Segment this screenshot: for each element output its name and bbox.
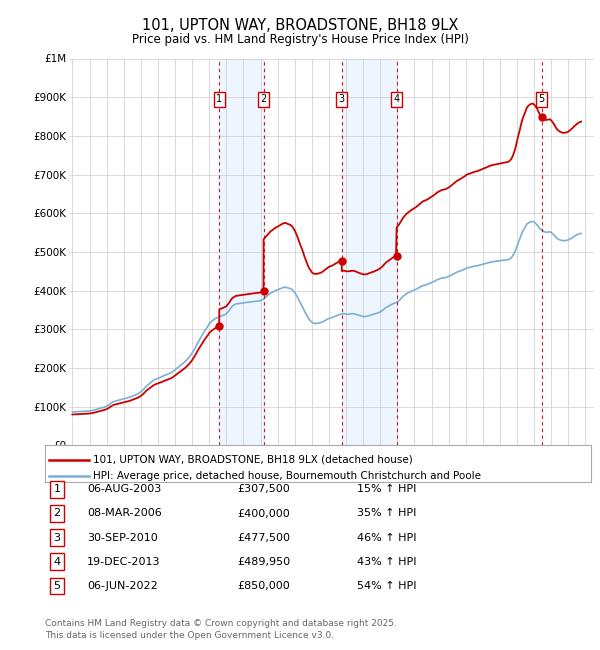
Text: 4: 4 bbox=[53, 556, 61, 567]
Text: 2: 2 bbox=[53, 508, 61, 519]
Text: 101, UPTON WAY, BROADSTONE, BH18 9LX: 101, UPTON WAY, BROADSTONE, BH18 9LX bbox=[142, 18, 458, 33]
Text: 06-JUN-2022: 06-JUN-2022 bbox=[87, 580, 158, 591]
Text: This data is licensed under the Open Government Licence v3.0.: This data is licensed under the Open Gov… bbox=[45, 631, 334, 640]
Text: 1: 1 bbox=[216, 94, 223, 104]
Bar bbox=[342, 58, 397, 445]
Text: 19-DEC-2013: 19-DEC-2013 bbox=[87, 556, 161, 567]
Bar bbox=[220, 58, 263, 445]
Text: 101, UPTON WAY, BROADSTONE, BH18 9LX (detached house): 101, UPTON WAY, BROADSTONE, BH18 9LX (de… bbox=[93, 454, 413, 465]
Text: Contains HM Land Registry data © Crown copyright and database right 2025.: Contains HM Land Registry data © Crown c… bbox=[45, 619, 397, 629]
Text: HPI: Average price, detached house, Bournemouth Christchurch and Poole: HPI: Average price, detached house, Bour… bbox=[93, 471, 481, 481]
Text: 3: 3 bbox=[53, 532, 61, 543]
Text: 2: 2 bbox=[260, 94, 267, 104]
Text: 4: 4 bbox=[394, 94, 400, 104]
Text: £307,500: £307,500 bbox=[237, 484, 290, 495]
Text: 3: 3 bbox=[338, 94, 345, 104]
Text: 1: 1 bbox=[53, 484, 61, 495]
Text: 30-SEP-2010: 30-SEP-2010 bbox=[87, 532, 158, 543]
Text: £477,500: £477,500 bbox=[237, 532, 290, 543]
Text: 5: 5 bbox=[538, 94, 545, 104]
Text: 08-MAR-2006: 08-MAR-2006 bbox=[87, 508, 162, 519]
Text: 54% ↑ HPI: 54% ↑ HPI bbox=[357, 580, 416, 591]
Text: £850,000: £850,000 bbox=[237, 580, 290, 591]
Text: 35% ↑ HPI: 35% ↑ HPI bbox=[357, 508, 416, 519]
Text: 43% ↑ HPI: 43% ↑ HPI bbox=[357, 556, 416, 567]
Text: 46% ↑ HPI: 46% ↑ HPI bbox=[357, 532, 416, 543]
Text: 06-AUG-2003: 06-AUG-2003 bbox=[87, 484, 161, 495]
Text: 5: 5 bbox=[53, 580, 61, 591]
Text: £489,950: £489,950 bbox=[237, 556, 290, 567]
Text: 15% ↑ HPI: 15% ↑ HPI bbox=[357, 484, 416, 495]
Text: Price paid vs. HM Land Registry's House Price Index (HPI): Price paid vs. HM Land Registry's House … bbox=[131, 32, 469, 46]
Text: £400,000: £400,000 bbox=[237, 508, 290, 519]
